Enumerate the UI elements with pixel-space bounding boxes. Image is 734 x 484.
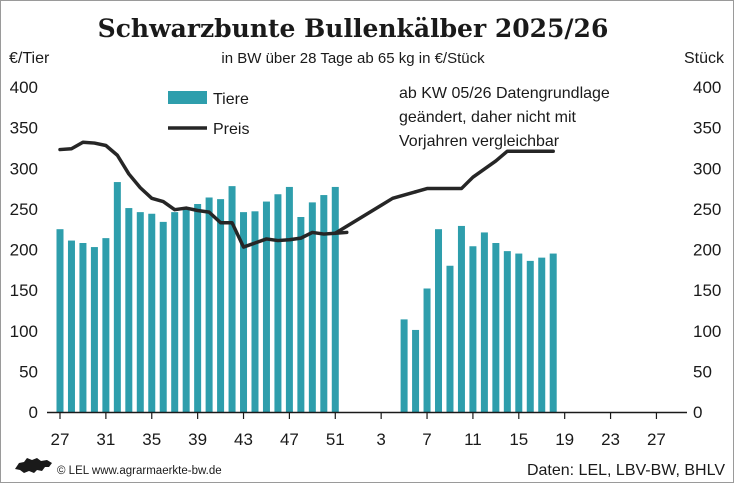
bar-tiere — [171, 212, 179, 413]
y-left-tick-label: 250 — [10, 200, 38, 219]
bar-tiere — [148, 213, 156, 412]
x-tick-label: 27 — [647, 430, 666, 449]
bar-tiere — [79, 243, 87, 412]
x-tick-label: 39 — [188, 430, 207, 449]
annotation-note: ab KW 05/26 Datengrundlage geändert, dah… — [399, 85, 610, 150]
y-right-tick-label: 150 — [693, 281, 721, 300]
bar-tiere — [274, 194, 282, 412]
chart-subtitle: in BW über 28 Tage ab 65 kg in €/Stück — [221, 50, 485, 67]
bar-tiere — [308, 202, 316, 413]
bar-tiere — [549, 253, 557, 412]
line-segment-preis — [58, 140, 349, 249]
annotation-line-3: Vorjahren vergleichbar — [399, 133, 560, 150]
bar-tiere — [136, 212, 144, 413]
legend-label-tiere: Tiere — [213, 91, 249, 108]
bar-tiere — [320, 195, 328, 412]
x-tick-label: 27 — [51, 430, 70, 449]
annotation-line-1: ab KW 05/26 Datengrundlage — [399, 85, 610, 102]
y-left-unit-label: €/Tier — [9, 50, 50, 67]
bar-tiere — [113, 182, 121, 412]
bar-tiere — [262, 201, 270, 412]
bar-tiere — [285, 186, 293, 412]
chart-title: Schwarzbunte Bullenkälber 2025/26 — [98, 14, 609, 43]
bar-tiere — [194, 204, 202, 412]
x-tick-label: 35 — [142, 430, 161, 449]
y-left-tick-label: 200 — [10, 241, 38, 260]
annotation-line-2: geändert, daher nicht mit — [399, 109, 577, 126]
bar-tiere — [480, 232, 488, 412]
bar-tiere — [217, 199, 225, 413]
y-right-tick-label: 400 — [693, 78, 721, 97]
y-right-unit-label: Stück — [684, 50, 725, 67]
bar-tiere — [446, 265, 454, 412]
y-left-tick-label: 300 — [10, 159, 38, 178]
y-right-tick-label: 50 — [693, 362, 712, 381]
bar-tiere — [56, 229, 64, 412]
legend: Tiere Preis — [168, 91, 249, 138]
x-tick-label: 31 — [96, 430, 115, 449]
line-segment-preis — [413, 149, 555, 194]
bar-tiere — [503, 251, 511, 413]
bar-tiere — [515, 253, 523, 412]
bar-tiere — [102, 238, 110, 413]
x-tick-label: 7 — [422, 430, 431, 449]
y-left-tick-label: 100 — [10, 322, 38, 341]
y-axis-right: 0 50 100 150 200 250 300 350 400 — [693, 78, 721, 422]
x-tick-label: 11 — [464, 430, 482, 449]
bar-tiere — [457, 225, 465, 412]
x-tick-label: 43 — [234, 430, 253, 449]
bar-tiere — [90, 247, 98, 412]
x-tick-label: 19 — [555, 430, 574, 449]
lion-icon — [15, 458, 52, 473]
bar-tiere — [205, 197, 213, 412]
x-tick-label: 51 — [326, 430, 345, 449]
y-right-tick-label: 350 — [693, 119, 721, 138]
footer-logo — [15, 458, 52, 473]
bar-tiere — [538, 257, 546, 413]
bar-tiere — [469, 246, 477, 412]
bar-tiere — [412, 329, 420, 412]
x-tick-label: 15 — [509, 430, 528, 449]
bar-tiere — [526, 260, 534, 413]
bar-tiere — [125, 208, 133, 412]
y-left-tick-label: 150 — [10, 281, 38, 300]
legend-swatch-tiere — [168, 91, 207, 104]
y-right-tick-label: 250 — [693, 200, 721, 219]
line-series-preis — [58, 140, 555, 249]
bar-tiere — [67, 240, 75, 412]
footer-credit: © LEL www.agrarmaerkte-bw.de — [57, 465, 222, 477]
x-tick-label: 3 — [376, 430, 385, 449]
bar-tiere — [159, 221, 167, 413]
y-left-tick-label: 350 — [10, 119, 38, 138]
y-right-tick-label: 200 — [693, 241, 721, 260]
x-tick-label: 47 — [280, 430, 299, 449]
legend-label-preis: Preis — [213, 121, 249, 138]
bar-tiere — [331, 186, 339, 412]
bar-tiere — [423, 288, 431, 412]
x-tick-label: 23 — [601, 430, 620, 449]
bar-tiere — [492, 243, 500, 412]
y-left-tick-label: 0 — [29, 403, 38, 422]
bar-tiere — [251, 211, 259, 412]
y-left-tick-label: 50 — [19, 362, 38, 381]
bar-tiere — [228, 186, 236, 412]
y-right-tick-label: 0 — [693, 403, 702, 422]
y-axis-left: 0 50 100 150 200 250 300 350 400 — [10, 78, 38, 422]
y-left-tick-label: 400 — [10, 78, 38, 97]
bar-tiere — [435, 229, 443, 412]
bar-tiere — [182, 208, 190, 413]
y-right-tick-label: 100 — [693, 322, 721, 341]
line-bridge-preis — [333, 190, 418, 235]
bar-tiere — [240, 212, 248, 413]
bar-series-tiere — [56, 182, 557, 413]
y-right-tick-label: 300 — [693, 159, 721, 178]
bar-tiere — [400, 319, 408, 413]
x-axis: 27 31 35 39 43 47 51 3 7 11 15 19 23 27 — [51, 412, 666, 449]
footer-source: Daten: LEL, LBV-BW, BHLV — [527, 462, 725, 479]
bar-tiere — [297, 217, 305, 412]
